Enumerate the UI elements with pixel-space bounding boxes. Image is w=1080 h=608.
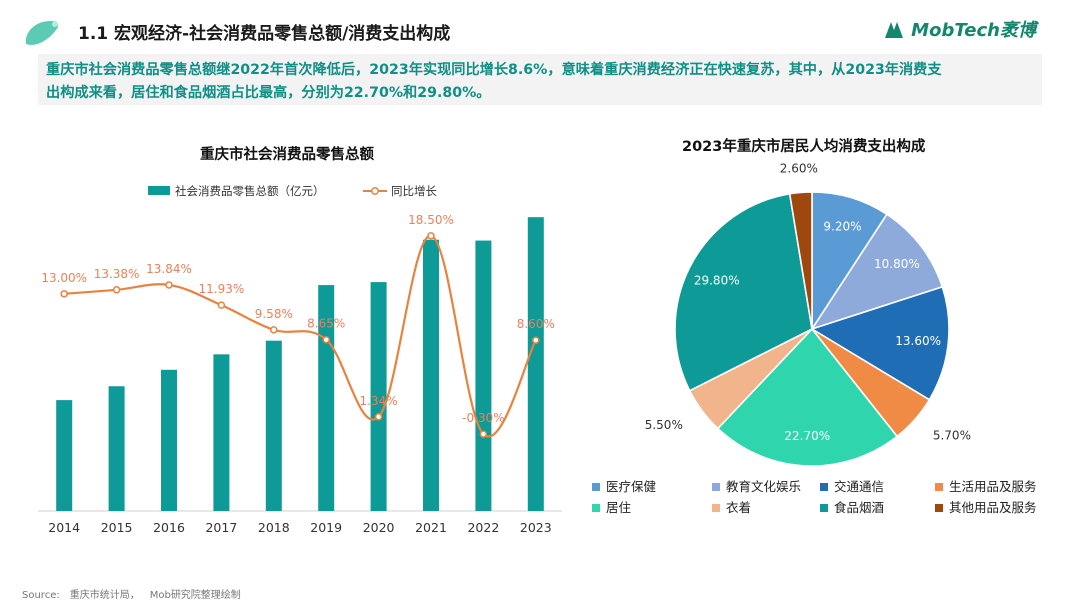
pie-slice-2 bbox=[810, 285, 950, 401]
growth-point-2020 bbox=[374, 413, 383, 421]
bar-2019 bbox=[318, 285, 335, 511]
bar-2016 bbox=[161, 369, 177, 511]
x-tick-label-2020: 2020 bbox=[363, 520, 395, 535]
growth-point-2017 bbox=[217, 301, 226, 309]
pie-legend-swatch-5 bbox=[712, 504, 720, 512]
bar-2022 bbox=[475, 240, 492, 511]
pie-label-5: 5.50% bbox=[645, 418, 683, 432]
pie-slice-7 bbox=[788, 191, 813, 330]
pie-chart: 9.20% 10.80% 13.60% 5.70% 22.70% 5.50% 29.80% 2… bbox=[592, 162, 1037, 515]
pie-legend-swatch-0 bbox=[592, 483, 600, 491]
legend-swatch-bar bbox=[148, 186, 170, 195]
summary-box: 重庆市社会消费品零售总额继2022年首次降低后，2023年实现同比增长8.6%，… bbox=[38, 54, 1042, 105]
source-text-2: Mob研究院整理绘制 bbox=[149, 590, 241, 601]
pie-label-3: 5.70% bbox=[933, 428, 971, 442]
pie-legend-label-6: 食品烟酒 bbox=[834, 500, 884, 515]
pie-legend-swatch-6 bbox=[820, 504, 828, 512]
source-text-1: 重庆市统计局， bbox=[69, 590, 140, 601]
x-tick-label-2016: 2016 bbox=[153, 520, 185, 535]
pie-legend-label-7: 其他用品及服务 bbox=[949, 500, 1037, 515]
pie-label-6: 29.80% bbox=[694, 274, 740, 288]
x-tick-label-2019: 2019 bbox=[310, 520, 342, 535]
growth-label-2021: 18.50% bbox=[408, 213, 454, 227]
growth-point-2021 bbox=[427, 232, 435, 240]
pie-legend-swatch-4 bbox=[592, 504, 600, 512]
source-label: Source: bbox=[22, 590, 60, 601]
growth-point-2018 bbox=[270, 326, 278, 334]
bar-chart-title: 重庆市社会消费品零售总额 bbox=[200, 147, 374, 163]
summary-line-2: 出构成来看，居住和食品烟酒占比最高，分别为22.70%和29.80%。 bbox=[46, 85, 491, 101]
bar-2014 bbox=[56, 400, 73, 511]
x-tick-label-2022: 2022 bbox=[467, 520, 499, 535]
x-tick-label-2015: 2015 bbox=[101, 520, 133, 535]
x-tick-label-2014: 2014 bbox=[48, 520, 80, 535]
growth-point-2022 bbox=[479, 430, 488, 438]
page-title: 1.1 宏观经济-社会消费品零售总额/消费支出构成 bbox=[78, 24, 451, 44]
pie-label-4: 22.70% bbox=[784, 429, 830, 443]
source-note: Source: 重庆市统计局， Mob研究院整理绘制 bbox=[22, 586, 251, 601]
growth-point-2019 bbox=[322, 335, 330, 344]
x-tick-label-2018: 2018 bbox=[258, 520, 290, 535]
pie-legend-label-1: 教育文化娱乐 bbox=[726, 479, 801, 494]
pie-chart-title: 2023年重庆市居民人均消费支出构成 bbox=[682, 139, 926, 155]
x-tick-label-2021: 2021 bbox=[415, 520, 447, 535]
pie-legend-label-4: 居住 bbox=[606, 500, 632, 515]
growth-point-2014 bbox=[60, 290, 68, 298]
growth-label-2022: -0.30% bbox=[462, 411, 504, 425]
bar-2018 bbox=[265, 340, 282, 511]
pie-slice-0 bbox=[811, 191, 889, 332]
pie-label-0: 9.20% bbox=[823, 220, 861, 234]
bar-2015 bbox=[108, 386, 125, 511]
growth-label-2015: 13.38% bbox=[94, 267, 140, 281]
pie-slice-1 bbox=[810, 213, 944, 331]
mobtech-logo-icon bbox=[885, 22, 904, 38]
pie-label-1: 10.80% bbox=[874, 257, 920, 271]
growth-label-2020: 1.34% bbox=[360, 394, 398, 408]
logo: MobTech袤博 bbox=[883, 16, 1036, 42]
legend-label-line: 同比增长 bbox=[391, 184, 437, 198]
pie-slice-6 bbox=[674, 192, 813, 392]
legend-marker-line bbox=[371, 187, 379, 195]
pie-legend-swatch-2 bbox=[820, 483, 828, 491]
growth-label-2016: 13.84% bbox=[146, 262, 192, 276]
pie-legend-swatch-3 bbox=[935, 483, 943, 491]
growth-label-2018: 9.58% bbox=[255, 307, 293, 321]
bar-2020 bbox=[370, 282, 387, 511]
pie-label-2: 13.60% bbox=[895, 334, 941, 348]
bar-2023 bbox=[527, 217, 544, 511]
summary-line-1: 重庆市社会消费品零售总额继2022年首次降低后，2023年实现同比增长8.6%，… bbox=[46, 62, 942, 78]
logo-text: MobTech袤博 bbox=[911, 20, 1036, 41]
pie-legend-swatch-1 bbox=[712, 483, 720, 491]
bar-chart-legend: 社会消费品零售总额（亿元） 同比增长 bbox=[148, 184, 437, 198]
growth-label-2023: 8.60% bbox=[517, 317, 555, 331]
growth-label-2014: 13.00% bbox=[41, 271, 87, 285]
pie-slice-4 bbox=[716, 327, 899, 467]
growth-point-2015 bbox=[112, 286, 121, 294]
growth-point-2023 bbox=[532, 336, 540, 344]
x-tick-label-2017: 2017 bbox=[205, 520, 237, 535]
growth-point-2016 bbox=[165, 281, 173, 289]
legend-label-bar: 社会消费品零售总额（亿元） bbox=[175, 184, 325, 198]
bar-2017 bbox=[213, 354, 230, 511]
growth-label-2019: 8.65% bbox=[307, 317, 345, 331]
bar-chart: 社会消费品零售总额（亿元） 同比增长 2014 2015 2016 2017 2018 201… bbox=[38, 184, 562, 535]
pie-legend-label-5: 衣着 bbox=[726, 500, 751, 515]
x-tick-label-2023: 2023 bbox=[520, 520, 552, 535]
bar-2021 bbox=[423, 239, 439, 511]
growth-label-2017: 11.93% bbox=[199, 282, 245, 296]
pie-legend-label-3: 生活用品及服务 bbox=[949, 479, 1037, 494]
pie-label-7: 2.60% bbox=[780, 162, 818, 176]
pie-legend-label-2: 交通通信 bbox=[834, 479, 884, 494]
header-decoration bbox=[25, 20, 59, 45]
pie-legend-label-0: 医疗保健 bbox=[606, 479, 657, 494]
pie-legend-swatch-7 bbox=[935, 504, 943, 512]
